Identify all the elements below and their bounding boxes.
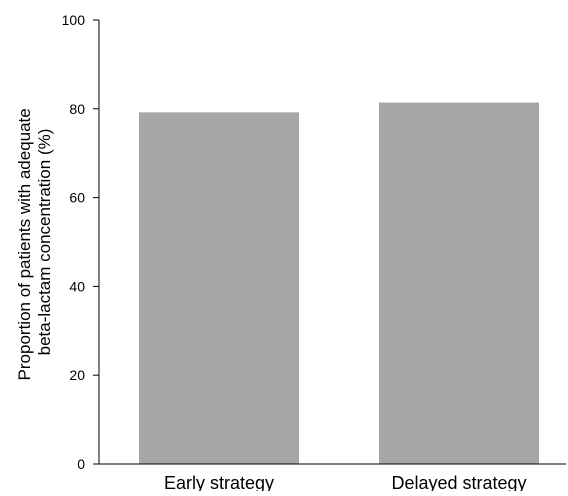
y-tick-label: 40	[69, 278, 85, 294]
y-axis-label-line-1: Proportion of patients with adequate	[15, 108, 34, 380]
y-tick-label: 0	[77, 456, 85, 472]
y-tick-label: 100	[62, 12, 86, 28]
x-tick-label: Early strategy	[164, 473, 274, 491]
bar	[379, 102, 539, 465]
y-tick-label: 60	[69, 190, 85, 206]
y-tick-label: 80	[69, 101, 85, 117]
y-tick-label: 20	[69, 367, 85, 383]
bars	[139, 102, 539, 465]
y-axis-ticks: 0 20 40 60 80 100	[62, 12, 99, 472]
bar	[139, 112, 299, 465]
y-axis-label-line-2: beta-lactam concentration (%)	[35, 129, 54, 356]
x-tick-label: Delayed strategy	[391, 473, 526, 491]
y-axis-label: Proportion of patients with adequate bet…	[15, 104, 54, 381]
x-axis-labels: Early strategy Delayed strategy	[164, 473, 527, 493]
